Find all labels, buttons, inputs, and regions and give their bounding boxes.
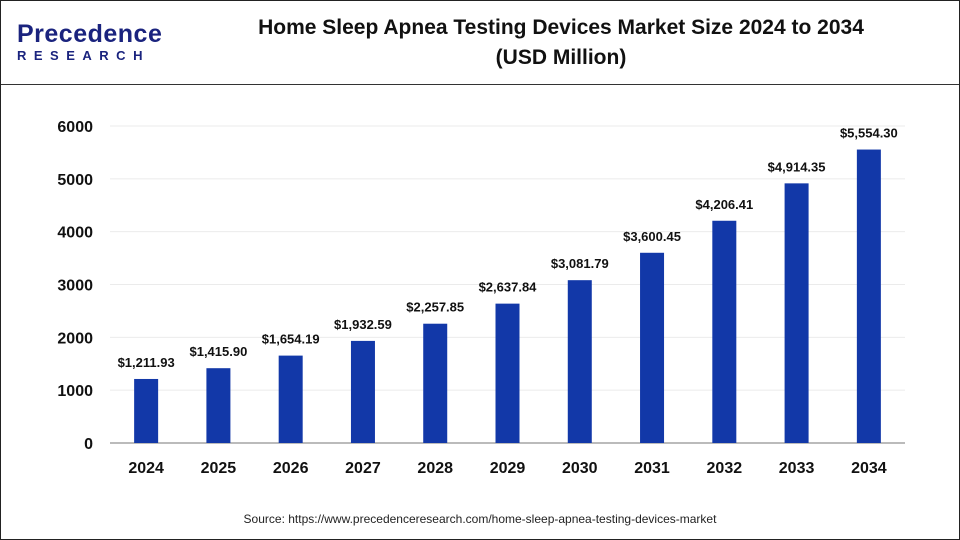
data-label: $3,081.79 <box>551 256 609 271</box>
bar-2029 <box>495 303 520 443</box>
bar-2028 <box>423 323 448 443</box>
y-tick-label: 2000 <box>57 330 93 347</box>
chart-title: Home Sleep Apnea Testing Devices Market … <box>201 13 921 73</box>
data-label: $2,637.84 <box>479 280 538 295</box>
y-tick-label: 4000 <box>57 225 93 242</box>
bar-2034 <box>856 149 881 443</box>
data-label: $2,257.85 <box>406 300 464 315</box>
logo-sub-text: RESEARCH <box>17 48 150 63</box>
chart-subtitle: (USD Million) <box>495 46 627 69</box>
bar-2027 <box>350 340 375 443</box>
bar-2026 <box>278 355 303 443</box>
data-label: $1,932.59 <box>334 317 392 332</box>
bar-2024 <box>134 378 159 443</box>
x-tick-label: 2024 <box>128 460 164 477</box>
data-label: $5,554.30 <box>840 126 898 141</box>
data-label: $4,914.35 <box>768 159 826 174</box>
x-tick-label: 2033 <box>779 460 815 477</box>
source-note: Source: https://www.precedenceresearch.c… <box>243 512 717 526</box>
header: Precedence RESEARCH Home Sleep Apnea Tes… <box>1 1 959 85</box>
data-label: $4,206.41 <box>695 197 753 212</box>
x-tick-label: 2034 <box>851 460 887 477</box>
bar-2031 <box>640 252 665 443</box>
x-tick-label: 2031 <box>634 460 670 477</box>
x-tick-label: 2030 <box>562 460 598 477</box>
data-label: $3,600.45 <box>623 229 681 244</box>
y-tick-label: 3000 <box>57 278 93 295</box>
x-tick-label: 2027 <box>345 460 381 477</box>
y-tick-label: 1000 <box>57 383 93 400</box>
bar-2033 <box>784 183 809 443</box>
data-label: $1,211.93 <box>118 355 175 370</box>
data-label: $1,415.90 <box>189 344 247 359</box>
y-tick-label: 5000 <box>57 172 93 189</box>
bar-2032 <box>712 220 737 443</box>
bar-2030 <box>567 280 592 443</box>
chart-title-main: Home Sleep Apnea Testing Devices Market … <box>258 16 864 39</box>
logo-main-text: Precedence <box>17 20 163 48</box>
bar-2025 <box>206 368 231 443</box>
x-tick-label: 2032 <box>707 460 743 477</box>
data-label: $1,654.19 <box>262 332 320 347</box>
x-tick-label: 2026 <box>273 460 309 477</box>
x-tick-label: 2025 <box>201 460 237 477</box>
y-tick-label: 0 <box>84 436 93 453</box>
x-tick-label: 2029 <box>490 460 526 477</box>
precedence-research-logo: Precedence RESEARCH <box>17 21 167 63</box>
y-tick-label: 6000 <box>57 119 93 136</box>
x-tick-label: 2028 <box>417 460 453 477</box>
